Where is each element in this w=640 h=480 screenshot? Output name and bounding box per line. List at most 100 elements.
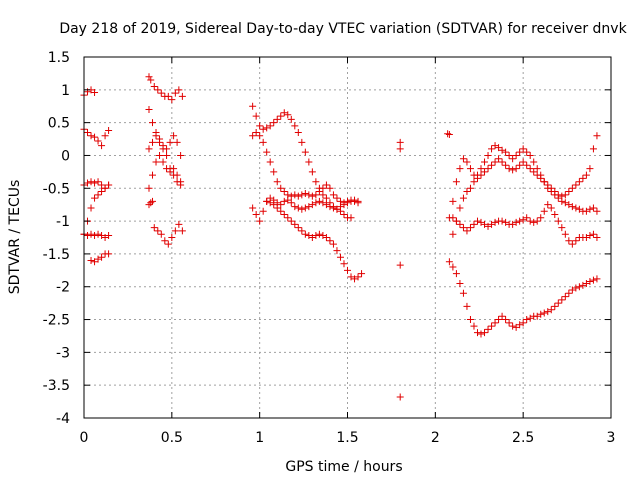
data-point	[156, 151, 164, 159]
data-point	[582, 207, 590, 215]
data-point	[512, 165, 520, 173]
data-point	[491, 142, 499, 150]
data-point	[495, 155, 503, 163]
data-point	[554, 299, 562, 307]
y-tick-label: 0.5	[48, 116, 70, 132]
data-point	[470, 178, 478, 186]
data-point	[149, 197, 157, 205]
data-point	[105, 250, 113, 258]
x-tick-label: 0	[80, 430, 89, 446]
data-point	[256, 122, 264, 130]
data-point	[544, 308, 552, 316]
data-point	[491, 218, 499, 226]
y-tick-label: -2.5	[43, 313, 70, 329]
data-point	[326, 237, 334, 245]
data-point	[470, 322, 478, 330]
data-point	[582, 171, 590, 179]
data-point	[163, 145, 171, 153]
data-point	[582, 279, 590, 287]
data-point	[287, 115, 295, 123]
data-point	[163, 165, 171, 173]
data-point	[273, 115, 281, 123]
data-point	[449, 263, 457, 271]
data-point	[150, 224, 158, 232]
data-point	[547, 204, 555, 212]
data-point	[396, 138, 404, 146]
data-point	[277, 201, 285, 209]
data-point	[149, 119, 157, 127]
data-point	[173, 138, 181, 146]
y-tick-label: -2	[56, 280, 70, 296]
data-point	[554, 217, 562, 225]
data-point	[84, 128, 92, 136]
data-point	[484, 165, 492, 173]
data-point	[277, 112, 285, 120]
data-point	[284, 111, 292, 119]
data-point	[509, 155, 517, 163]
data-point	[481, 329, 489, 337]
data-point	[333, 205, 341, 213]
data-point	[491, 319, 499, 327]
data-point	[481, 220, 489, 228]
data-point	[101, 234, 109, 241]
data-point	[396, 145, 404, 153]
data-point	[582, 234, 590, 241]
data-point	[164, 240, 172, 248]
data-point	[477, 165, 485, 173]
data-point	[308, 168, 316, 176]
data-point	[519, 158, 527, 166]
data-point	[351, 196, 359, 204]
data-point	[589, 230, 597, 238]
data-point	[516, 217, 524, 225]
data-point	[154, 86, 162, 94]
data-point	[498, 312, 506, 320]
data-point	[516, 148, 524, 156]
data-point	[568, 203, 576, 211]
data-point	[177, 151, 185, 159]
data-point	[516, 321, 524, 329]
data-point	[488, 220, 496, 228]
data-point	[565, 289, 573, 297]
data-point	[312, 191, 320, 199]
data-point	[551, 191, 559, 199]
data-points	[80, 73, 601, 401]
data-point	[301, 230, 309, 238]
data-point	[340, 211, 348, 219]
data-point	[554, 194, 562, 202]
data-point	[575, 283, 583, 291]
data-point	[540, 178, 548, 186]
data-point	[537, 171, 545, 179]
data-point	[572, 284, 580, 292]
data-point	[308, 192, 316, 200]
data-point	[445, 130, 453, 138]
data-point	[87, 132, 95, 140]
data-point	[495, 144, 503, 152]
data-point	[175, 86, 183, 94]
data-point	[94, 230, 102, 238]
data-point	[287, 199, 295, 207]
data-point	[561, 293, 569, 301]
data-point	[512, 218, 520, 226]
data-point	[266, 158, 274, 166]
data-point	[547, 306, 555, 314]
data-point	[523, 161, 531, 169]
data-point	[466, 316, 474, 324]
data-point	[579, 281, 587, 289]
data-point	[572, 181, 580, 189]
data-point	[87, 230, 95, 238]
data-point	[266, 199, 274, 207]
data-point	[473, 329, 481, 337]
data-point	[547, 188, 555, 196]
data-point	[294, 224, 302, 232]
data-point	[572, 204, 580, 212]
data-point	[326, 184, 334, 192]
data-point	[305, 191, 313, 199]
data-point	[523, 214, 531, 222]
data-point	[586, 232, 594, 240]
data-point	[575, 178, 583, 186]
data-point	[537, 214, 545, 222]
series-trace-k	[145, 151, 185, 192]
data-point	[463, 188, 471, 196]
data-point	[509, 322, 517, 330]
data-point	[312, 232, 320, 240]
